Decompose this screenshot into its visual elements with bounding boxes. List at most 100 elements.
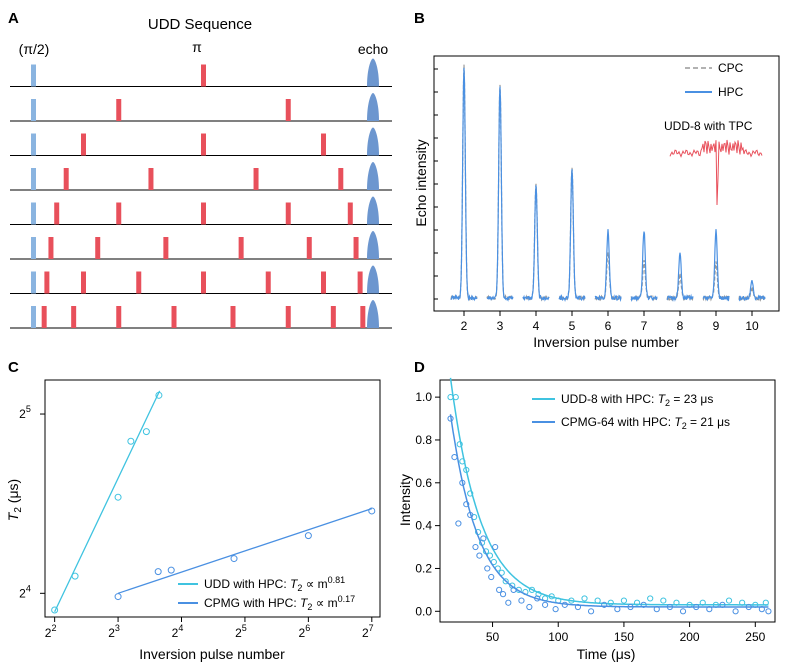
x-tick-label: 3	[497, 319, 504, 333]
pi-label: π	[192, 39, 202, 55]
pi2-pulse	[31, 202, 36, 225]
legend-exp: 0.81	[328, 575, 346, 585]
x-tick-label: 100	[548, 630, 568, 644]
panel-b-ylabel: Echo intensity	[413, 139, 429, 226]
data-point	[706, 606, 713, 613]
data-point	[518, 597, 525, 604]
data-point	[463, 466, 470, 474]
peak-hpc	[522, 185, 550, 302]
y-tick-label: 0.0	[415, 604, 432, 618]
data-point	[647, 595, 654, 602]
peak-cpc	[594, 252, 622, 302]
data-point	[230, 555, 238, 563]
data-point	[765, 608, 772, 615]
panel-d-chart: 50 100 150 200 250 0.0 0.2 0.4 0.6 0.8 1.0 Time (μ…	[397, 377, 776, 662]
data-point	[456, 441, 463, 448]
x-tick-label: 5	[569, 319, 576, 333]
fit-line	[54, 390, 161, 613]
peak-hpc	[630, 231, 658, 303]
pi-pulse	[338, 168, 344, 190]
data-point	[719, 601, 726, 608]
peak-cpc	[450, 64, 478, 302]
data-point	[614, 606, 621, 613]
x-tick-label: 250	[745, 630, 765, 644]
data-point	[459, 458, 466, 465]
data-point	[627, 603, 634, 611]
pi-pulse	[201, 64, 206, 87]
data-point	[601, 601, 608, 608]
echo-shape	[367, 300, 379, 328]
data-point	[660, 597, 667, 604]
panel-a-title: UDD Sequence	[148, 16, 252, 33]
peak-cpc	[630, 260, 658, 302]
legend-prefix: UDD-8 with HPC:	[561, 392, 658, 406]
data-point	[463, 501, 470, 508]
echo-shape	[367, 93, 379, 121]
peak-cpc	[522, 183, 550, 302]
pi2-pulse	[31, 168, 36, 190]
sequence-row	[10, 127, 392, 156]
legend-suffix: ∝ m	[302, 577, 327, 591]
legend-label: UDD-8 with HPC: T2 = 23 μs	[561, 392, 713, 408]
x-tick-label: 150	[614, 630, 634, 644]
pi-pulse	[353, 237, 359, 259]
data-point	[502, 578, 509, 585]
x-tick-label: 8	[677, 319, 684, 333]
tick-base: 2	[235, 626, 242, 640]
pi-pulse	[116, 202, 122, 225]
legend-value: = 23 μs	[670, 392, 713, 406]
panel-b-label: B	[414, 10, 425, 27]
pi2-label: (π/2)	[19, 41, 50, 57]
data-point	[459, 479, 466, 486]
echo-shape	[367, 127, 379, 156]
y-tick-label: 1.0	[415, 390, 432, 404]
y-tick-label: 0.2	[415, 561, 432, 575]
data-point	[607, 599, 614, 606]
data-point	[725, 597, 733, 604]
pi-pulse	[330, 306, 336, 328]
echo-shape	[367, 58, 379, 87]
data-point	[452, 394, 459, 401]
data-point	[620, 597, 628, 604]
x-tick-label: 22	[45, 623, 57, 640]
x-tick-label: 23	[108, 623, 120, 640]
panel-d-xlabel: Time (μs)	[577, 646, 636, 662]
sequence-row	[10, 265, 392, 294]
data-point	[155, 391, 163, 399]
panel-a-label: A	[8, 10, 19, 27]
panel-d-ylabel: Intensity	[397, 474, 413, 526]
pi-pulse	[285, 99, 291, 121]
pi-pulse	[71, 306, 77, 328]
tick-exp: 5	[242, 623, 247, 633]
data-point	[528, 586, 536, 593]
pi-pulse	[80, 133, 86, 156]
tick-base: 2	[19, 586, 26, 600]
data-point	[699, 599, 706, 606]
pi-pulse	[95, 237, 101, 259]
peak-hpc	[450, 67, 478, 302]
fit-line	[117, 507, 373, 594]
x-tick-label: 25	[235, 623, 247, 640]
pi-pulse	[136, 271, 142, 294]
data-point	[451, 453, 458, 461]
pi-pulse	[54, 202, 60, 225]
pi-pulse	[63, 168, 69, 190]
legend-label: UDD with HPC: T2 ∝ m0.81	[204, 575, 345, 593]
pi-pulse	[321, 133, 327, 156]
legend-label: CPMG with HPC: T2 ∝ m0.17	[204, 594, 355, 612]
legend-sub: 2	[682, 421, 687, 431]
echo-shape	[367, 231, 379, 259]
series-cpmg-with-hpc	[114, 507, 376, 601]
data-point	[693, 603, 700, 611]
peak-hpc	[738, 280, 766, 302]
pi-pulse	[230, 306, 236, 328]
panel-d-label: D	[414, 359, 425, 376]
panel-c-frame	[44, 379, 381, 618]
pi-pulse	[116, 99, 122, 121]
pi-pulse	[48, 237, 54, 259]
legend-prefix: CPMG-64 with HPC:	[561, 415, 674, 429]
legend-t: T	[658, 392, 667, 406]
data-point	[552, 606, 559, 613]
tpc-annotation: UDD-8 with TPC	[664, 119, 753, 133]
pi2-pulse	[31, 133, 36, 156]
